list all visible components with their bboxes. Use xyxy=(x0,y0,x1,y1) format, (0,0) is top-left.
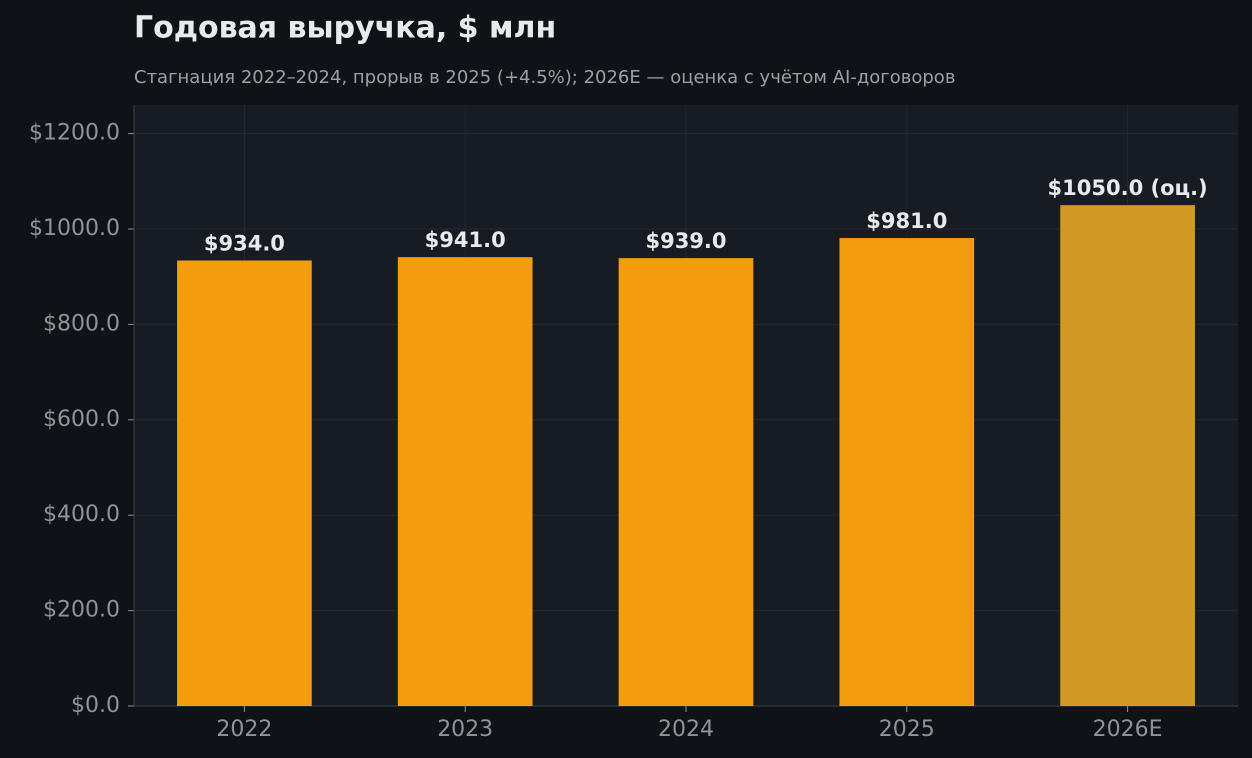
chart-subtitle: Стагнация 2022–2024, прорыв в 2025 (+4.5… xyxy=(134,67,955,88)
value-label: $1050.0 (оц.) xyxy=(1048,176,1208,200)
y-tick-label: $1000.0 xyxy=(29,216,120,241)
x-tick-label: 2024 xyxy=(658,717,714,742)
y-tick-label: $800.0 xyxy=(43,311,120,336)
bar xyxy=(177,260,312,706)
y-tick-label: $600.0 xyxy=(43,407,120,432)
bar xyxy=(839,238,975,707)
y-tick-label: $400.0 xyxy=(43,502,120,527)
value-label: $934.0 xyxy=(204,231,285,255)
y-tick-label: $200.0 xyxy=(43,598,120,623)
bar xyxy=(618,258,754,706)
bar xyxy=(397,257,533,706)
x-tick-label: 2022 xyxy=(216,717,272,742)
bar xyxy=(1060,205,1195,706)
y-tick-label: $1200.0 xyxy=(29,121,120,146)
chart-title: Годовая выручка, $ млн xyxy=(134,11,556,46)
value-label: $941.0 xyxy=(425,228,506,252)
x-tick-label: 2025 xyxy=(879,717,935,742)
y-tick-label: $0.0 xyxy=(71,693,120,718)
x-tick-label: 2026E xyxy=(1093,717,1163,742)
x-tick-label: 2023 xyxy=(437,717,493,742)
value-label: $939.0 xyxy=(645,229,726,253)
value-label: $981.0 xyxy=(866,209,947,233)
